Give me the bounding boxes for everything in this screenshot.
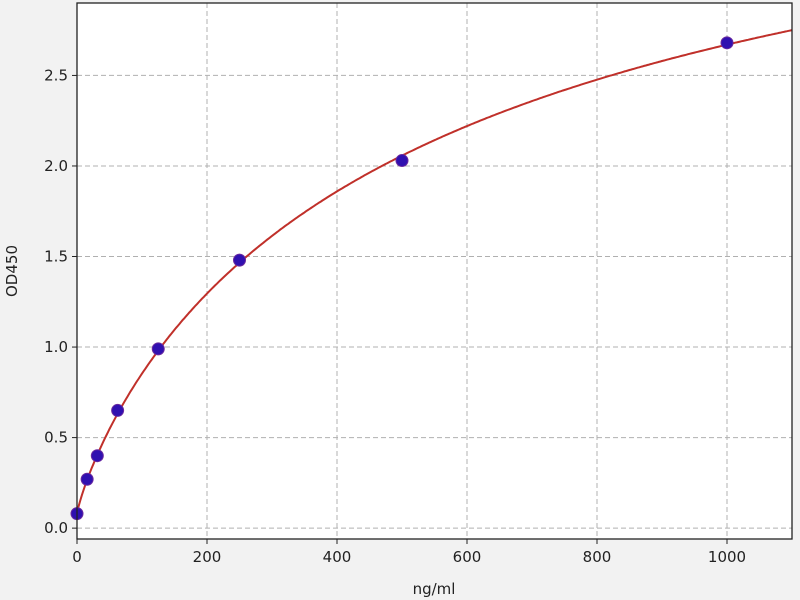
x-tick-label: 800 (583, 548, 612, 566)
y-axis-label: OD450 (3, 245, 21, 297)
plot-area (77, 3, 792, 539)
y-tick-label: 0.0 (44, 519, 68, 537)
fit-curve (76, 29, 793, 514)
x-tick-label: 400 (323, 548, 352, 566)
data-point (395, 154, 409, 168)
ticks: 0 200 400 600 800 1000 0.0 0.5 1.0 1.5 2.0 2.5 (44, 66, 746, 566)
x-tick-label: 0 (72, 548, 82, 566)
y-tick-label: 2.0 (44, 157, 68, 175)
y-tick-label: 0.5 (44, 429, 68, 447)
x-tick-label: 200 (193, 548, 222, 566)
plot-frame (76, 2, 793, 540)
y-tick-label: 1.5 (44, 248, 68, 266)
y-tick-label: 1.0 (44, 338, 68, 356)
y-tick-label: 2.5 (44, 66, 68, 84)
data-point (151, 342, 165, 356)
x-tick-label: 1000 (708, 548, 746, 566)
data-points (70, 36, 734, 521)
x-axis-label: ng/ml (413, 580, 456, 598)
data-point (720, 36, 734, 50)
data-point (80, 472, 94, 486)
data-point (233, 253, 246, 267)
grid (77, 3, 792, 539)
data-point (90, 449, 104, 463)
data-point (111, 403, 125, 417)
x-tick-label: 600 (453, 548, 482, 566)
